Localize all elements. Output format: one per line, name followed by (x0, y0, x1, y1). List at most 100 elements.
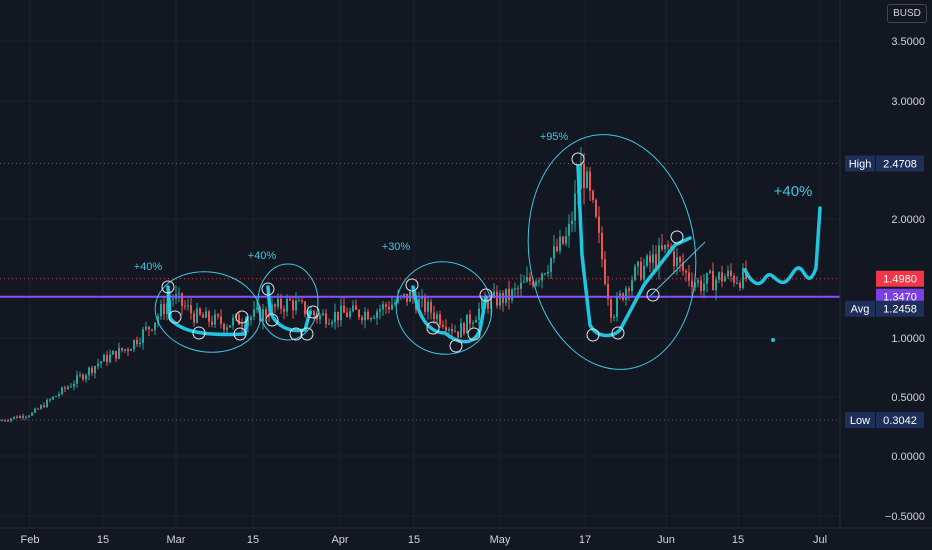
candle-body (394, 302, 396, 305)
price-tag-red: 1.4980 (876, 270, 924, 287)
candle-body (352, 305, 354, 312)
x-tick-label: 15 (247, 534, 259, 546)
swing-point-marker (467, 327, 481, 341)
candle-body (226, 327, 228, 330)
candle-body (145, 326, 147, 330)
candle-body (208, 311, 210, 322)
candle-body (127, 349, 129, 351)
candle-body (130, 349, 132, 351)
price-tag-key-box (845, 155, 875, 172)
percent-annotation: +30% (382, 241, 411, 253)
candle-body (289, 299, 291, 301)
candle-body (586, 171, 588, 188)
candle-body (568, 223, 570, 236)
candle-body (16, 416, 18, 419)
candle-body (184, 305, 186, 307)
y-tick-label: 2.0000 (891, 214, 925, 226)
candle-body (313, 311, 315, 316)
candle-body (223, 323, 225, 330)
candle-body (433, 312, 435, 320)
candle-body (211, 321, 213, 325)
candle-body (538, 280, 540, 282)
candle-body (481, 298, 483, 309)
grid-lines (0, 0, 840, 528)
candle-body (691, 280, 693, 288)
candle-body (7, 420, 9, 422)
candle-body (265, 309, 267, 316)
candle-body (337, 311, 339, 321)
candle-body (652, 254, 654, 263)
candle-body (742, 268, 744, 288)
drawings (154, 134, 822, 370)
candle-body (544, 273, 546, 275)
candle-body (166, 303, 168, 314)
y-tick-label: 0.5000 (891, 392, 925, 404)
candle-body (25, 416, 27, 418)
price-tag-key-box (845, 300, 875, 317)
candle-body (241, 324, 243, 326)
candle-body (562, 236, 564, 244)
candle-body (76, 375, 78, 384)
candle-body (502, 293, 504, 303)
candle-body (67, 386, 69, 389)
candle-body (388, 306, 390, 310)
projection-curve (743, 206, 822, 286)
candle-body (715, 279, 717, 291)
candle-body (55, 395, 57, 397)
candle-body (526, 276, 528, 282)
candle-body (580, 163, 582, 190)
candle-body (343, 305, 345, 313)
candle-body (697, 280, 699, 283)
candle-body (322, 313, 324, 316)
x-tick-label: May (490, 534, 511, 546)
candle-body (97, 363, 99, 367)
candle-body (4, 420, 6, 422)
swing-point-marker (586, 328, 600, 342)
candle-body (319, 315, 321, 320)
candle-body (85, 375, 87, 380)
candle-body (160, 304, 162, 317)
candle-body (523, 281, 525, 283)
candle-body (283, 308, 285, 312)
x-tick-label: Jul (813, 534, 827, 546)
candle-body (520, 282, 522, 289)
candle-body (364, 311, 366, 321)
candle-body (463, 323, 465, 334)
candle-body (328, 323, 330, 325)
price-tag-key: Low (850, 415, 870, 427)
swing-point-marker (405, 278, 419, 292)
price-tag-high: High 2.4708 (845, 155, 924, 172)
candle-body (721, 272, 723, 282)
swing-point-marker (306, 305, 320, 319)
candle-body (451, 329, 453, 332)
candle-body (133, 339, 135, 350)
candle-body (202, 314, 204, 318)
currency-label[interactable]: BUSD (887, 4, 927, 23)
candle-body (109, 354, 111, 363)
ellipse-3 (395, 261, 493, 355)
candle-body (298, 300, 300, 302)
swing-point-marker (571, 152, 585, 166)
candle-body (124, 349, 126, 351)
candle-body (196, 308, 198, 323)
candle-body (220, 316, 222, 324)
candle-body (325, 313, 327, 325)
candle-body (712, 270, 714, 291)
x-tick-label: 15 (97, 534, 109, 546)
swing-point-marker (192, 326, 206, 340)
candle-body (595, 200, 597, 217)
candle-body (607, 283, 609, 300)
swing-point-marker (426, 321, 440, 335)
candle-body (64, 387, 66, 389)
swing-point-marker (161, 280, 175, 294)
price-tag-purple: 1.3470 (876, 288, 924, 305)
candle-body (142, 329, 144, 343)
candle-body (439, 314, 441, 325)
ellipse-2 (257, 263, 319, 341)
candle-body (22, 415, 24, 418)
candle-body (475, 319, 477, 323)
candle-body (592, 190, 594, 201)
candle-body (10, 418, 12, 421)
percent-annotation: +95% (540, 131, 569, 143)
